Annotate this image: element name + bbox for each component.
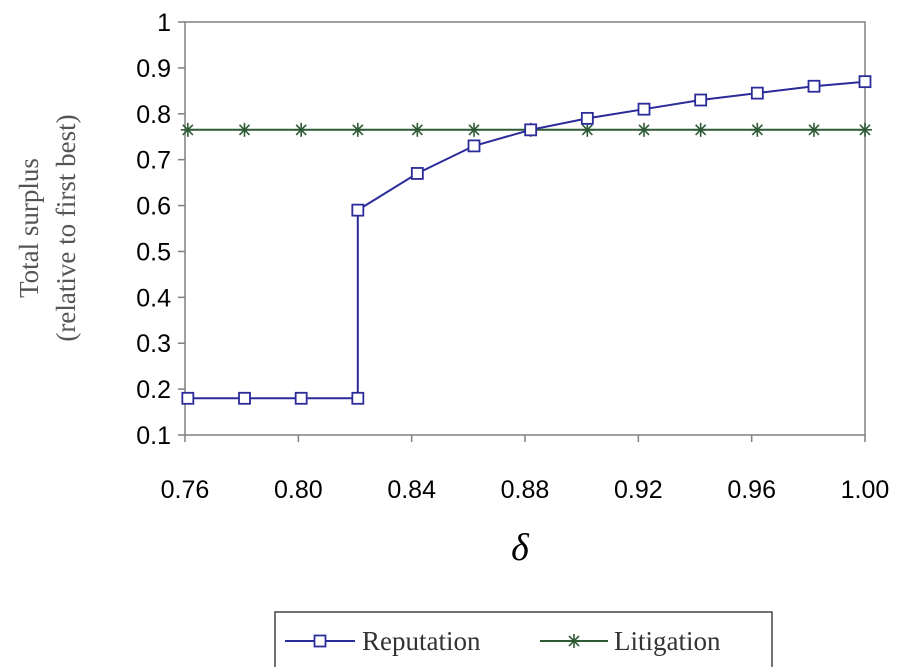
- x-tick-label: 0.92: [614, 476, 663, 504]
- data-point: [181, 391, 195, 405]
- data-point: [467, 122, 481, 137]
- data-point: [410, 167, 424, 180]
- data-point: [351, 391, 365, 405]
- data-point: [238, 391, 251, 405]
- data-point: [858, 122, 872, 137]
- data-point: [180, 122, 195, 137]
- y-tick-label: 0.6: [136, 193, 171, 221]
- plot-area: [184, 21, 866, 436]
- legend-box: [274, 611, 773, 667]
- y-axis-label: Total surplus (relative to first best): [14, 114, 81, 341]
- data-point: [694, 93, 708, 107]
- x-tick-label: 0.96: [727, 476, 776, 504]
- y-tick-label: 0.1: [136, 422, 171, 450]
- legend-label-litigation: Litigation: [614, 626, 721, 656]
- legend-marker-reputation: [313, 634, 327, 648]
- y-tick-label: 0.8: [136, 101, 171, 129]
- data-point: [580, 122, 595, 137]
- data-point: [294, 391, 308, 405]
- data-point: [750, 86, 764, 100]
- data-point: [637, 102, 651, 116]
- data-point: [807, 79, 821, 93]
- y-tick-label: 0.5: [136, 238, 171, 266]
- x-tick-label: 0.88: [501, 476, 550, 504]
- series-reputation: [181, 75, 872, 405]
- legend-marker-litigation: [567, 634, 581, 648]
- plot-border: [184, 21, 866, 436]
- legend-label-reputation: Reputation: [362, 626, 481, 656]
- data-point: [637, 122, 651, 137]
- y-tick-label: 1: [157, 9, 171, 37]
- data-point: [351, 203, 365, 217]
- y-axis-label-line2: (relative to first best): [51, 114, 81, 341]
- x-tick-label: 0.84: [387, 476, 436, 504]
- data-point: [467, 139, 481, 153]
- x-tick-label: 0.80: [274, 476, 323, 504]
- y-tick-label: 0.7: [136, 147, 171, 175]
- data-point: [580, 111, 594, 125]
- data-point: [350, 122, 365, 137]
- data-point: [750, 122, 765, 137]
- data-point: [410, 122, 425, 137]
- legend: Reputation Litigation: [274, 611, 773, 667]
- x-tick-label: 0.76: [161, 476, 210, 504]
- x-axis-label: δ: [511, 527, 530, 569]
- series-layer: [180, 75, 872, 405]
- data-point: [858, 75, 872, 89]
- axis-ticks: 0.1 0.2 0.3 0.4 0.5 0.6 0.7 0.8 0.9 1 0.76 0.80 0.84…: [136, 9, 889, 504]
- data-point: [237, 122, 252, 137]
- y-tick-label: 0.3: [136, 330, 171, 358]
- y-axis-label-line1: Total surplus: [14, 158, 44, 298]
- data-point: [294, 122, 309, 137]
- x-tick-label: 1.00: [841, 476, 890, 504]
- y-tick-label: 0.4: [136, 284, 171, 312]
- y-tick-label: 0.9: [136, 55, 171, 83]
- y-tick-label: 0.2: [136, 376, 171, 404]
- series-line: [187, 80, 866, 400]
- data-point: [693, 122, 708, 137]
- data-point: [807, 122, 821, 137]
- data-point: [524, 123, 538, 137]
